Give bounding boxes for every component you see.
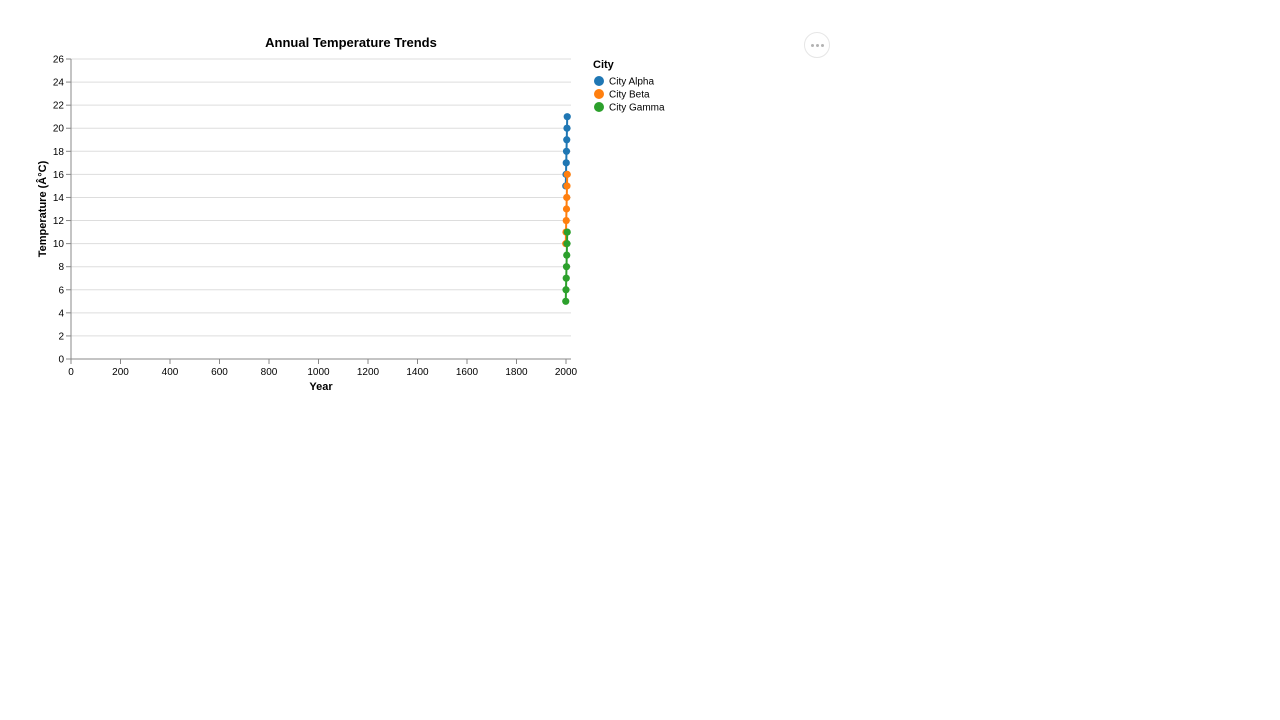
x-tick-label: 1400 bbox=[406, 367, 429, 378]
x-tick-label: 1600 bbox=[456, 367, 479, 378]
x-axis: 0 200 400 600 800 1000 1200 1400 1600 1800 2000 bbox=[68, 358, 578, 378]
legend-item[interactable]: City Beta bbox=[594, 89, 650, 101]
legend-label: City Alpha bbox=[609, 77, 654, 88]
data-point[interactable] bbox=[562, 263, 571, 271]
data-point[interactable] bbox=[563, 182, 571, 190]
data-point[interactable] bbox=[562, 297, 570, 305]
data-point[interactable] bbox=[562, 147, 571, 155]
actions-menu-button[interactable] bbox=[804, 32, 830, 58]
y-tick-label: 24 bbox=[53, 78, 65, 89]
x-tick-label: 1000 bbox=[307, 367, 330, 378]
data-point[interactable] bbox=[562, 205, 571, 213]
data-point[interactable] bbox=[562, 274, 570, 282]
legend-label: City Gamma bbox=[609, 103, 665, 114]
x-tick-label: 200 bbox=[112, 367, 129, 378]
series-layer bbox=[562, 113, 571, 305]
x-tick-label: 600 bbox=[211, 367, 228, 378]
y-tick-label: 2 bbox=[58, 331, 64, 342]
data-point[interactable] bbox=[563, 193, 571, 202]
legend-swatch bbox=[594, 76, 604, 86]
y-tick-label: 26 bbox=[53, 55, 65, 66]
y-tick-label: 4 bbox=[58, 308, 64, 319]
ellipsis-icon bbox=[810, 43, 824, 47]
legend: City City Alpha City Beta City Gamma bbox=[593, 59, 665, 114]
legend-item[interactable]: City Alpha bbox=[594, 76, 654, 88]
legend-swatch bbox=[594, 89, 604, 99]
data-point[interactable] bbox=[562, 216, 570, 225]
x-tick-label: 1200 bbox=[357, 367, 380, 378]
y-tick-label: 10 bbox=[53, 239, 65, 250]
y-tick-label: 6 bbox=[58, 285, 64, 296]
data-point[interactable] bbox=[563, 124, 571, 132]
legend-label: City Beta bbox=[609, 90, 650, 101]
y-tick-label: 0 bbox=[58, 355, 64, 366]
y-tick-label: 12 bbox=[53, 216, 65, 227]
y-tick-label: 16 bbox=[53, 170, 65, 181]
data-point[interactable] bbox=[562, 159, 570, 167]
data-point[interactable] bbox=[563, 251, 571, 259]
x-tick-label: 800 bbox=[261, 367, 278, 378]
legend-swatch bbox=[594, 102, 604, 112]
data-point[interactable] bbox=[563, 170, 571, 178]
x-axis-label: Year bbox=[309, 381, 333, 393]
y-tick-label: 22 bbox=[53, 101, 65, 112]
data-point[interactable] bbox=[563, 228, 571, 236]
data-point[interactable] bbox=[563, 240, 571, 248]
grid bbox=[71, 58, 571, 360]
legend-title: City bbox=[593, 59, 615, 71]
y-tick-label: 8 bbox=[58, 262, 64, 273]
y-tick-label: 20 bbox=[53, 124, 65, 135]
y-axis-label: Temperature (Â°C) bbox=[36, 160, 49, 257]
legend-item[interactable]: City Gamma bbox=[594, 102, 665, 114]
series-city-gamma bbox=[562, 228, 571, 305]
data-point[interactable] bbox=[563, 136, 571, 144]
y-tick-label: 18 bbox=[53, 147, 65, 158]
y-tick-label: 14 bbox=[53, 193, 65, 204]
x-tick-label: 0 bbox=[68, 367, 74, 378]
x-tick-label: 2000 bbox=[555, 367, 578, 378]
x-tick-label: 1800 bbox=[505, 367, 528, 378]
data-point[interactable] bbox=[563, 113, 571, 121]
chart-title: Annual Temperature Trends bbox=[265, 35, 437, 50]
data-point[interactable] bbox=[562, 286, 570, 294]
x-tick-label: 400 bbox=[162, 367, 179, 378]
